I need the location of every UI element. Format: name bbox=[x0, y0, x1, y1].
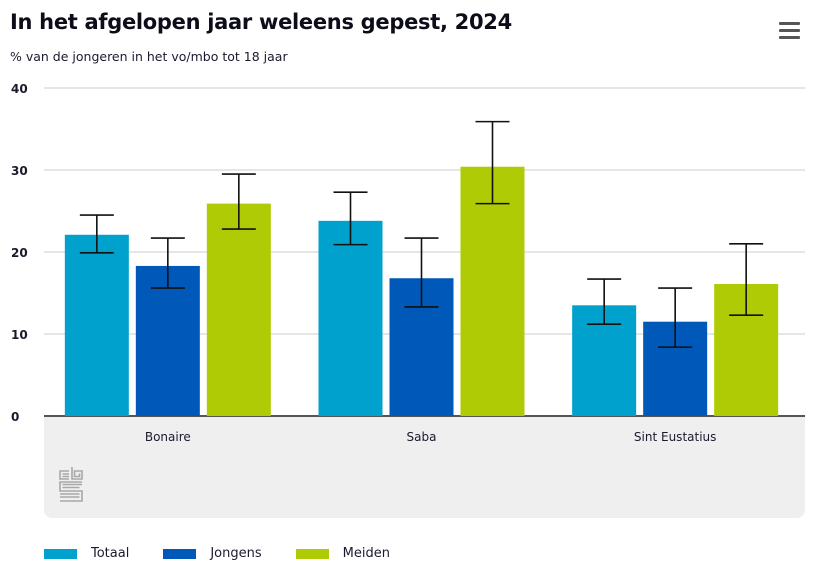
error-bar bbox=[79, 214, 114, 254]
error-bar bbox=[333, 191, 368, 246]
legend-label: Meiden bbox=[342, 546, 390, 561]
legend-item-totaal[interactable]: Totaal bbox=[44, 546, 129, 561]
legend-item-meiden[interactable]: Meiden bbox=[295, 546, 390, 561]
bar-totaal-bonaire[interactable] bbox=[64, 234, 129, 416]
error-bar bbox=[658, 287, 693, 348]
legend-item-jongens[interactable]: Jongens bbox=[163, 546, 262, 561]
x-tick-label: Sint Eustatius bbox=[634, 430, 716, 444]
y-tick-label: 30 bbox=[11, 164, 28, 178]
legend-swatch-totaal bbox=[44, 548, 77, 559]
x-axis-panel bbox=[44, 416, 805, 518]
x-tick-label: Bonaire bbox=[145, 430, 191, 444]
error-bar bbox=[475, 120, 510, 205]
y-tick-label: 20 bbox=[11, 246, 28, 260]
cbs-logo bbox=[59, 467, 83, 502]
hamburger-menu-icon[interactable] bbox=[776, 20, 804, 42]
legend-label: Jongens bbox=[210, 546, 262, 561]
y-tick-label: 0 bbox=[11, 410, 19, 424]
error-bar bbox=[404, 237, 439, 308]
error-bar bbox=[587, 278, 622, 325]
legend-swatch-jongens bbox=[163, 548, 197, 559]
x-tick-label: Saba bbox=[407, 430, 437, 444]
bar-meiden-bonaire[interactable] bbox=[206, 203, 271, 416]
legend: Totaal Jongens Meiden bbox=[44, 546, 424, 561]
y-tick-label: 40 bbox=[11, 82, 28, 96]
bar-jongens-bonaire[interactable] bbox=[135, 265, 200, 416]
bar-meiden-saba[interactable] bbox=[460, 166, 525, 416]
error-bar bbox=[729, 243, 764, 316]
chart-subtitle: % van de jongeren in het vo/mbo tot 18 j… bbox=[10, 49, 288, 64]
error-bar bbox=[150, 237, 185, 289]
chart-title: In het afgelopen jaar weleens gepest, 20… bbox=[10, 10, 512, 34]
legend-swatch-meiden bbox=[295, 548, 329, 559]
legend-label: Totaal bbox=[91, 546, 130, 561]
bar-chart: 0 10 20 30 40 Bonaire Saba Sint Eustatius bbox=[11, 82, 805, 444]
bar-totaal-saba[interactable] bbox=[318, 220, 383, 416]
y-tick-label: 10 bbox=[11, 328, 28, 342]
error-bar bbox=[221, 173, 256, 230]
